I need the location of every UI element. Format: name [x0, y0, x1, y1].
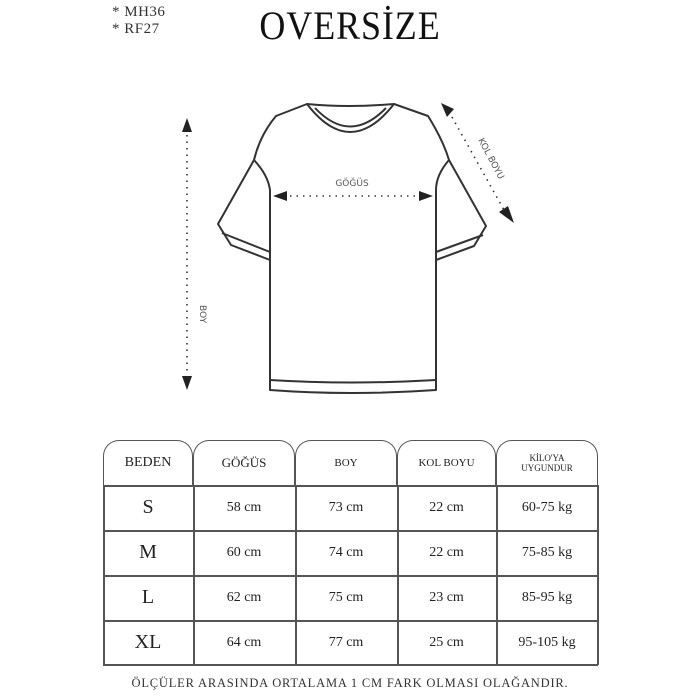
cell-length: 73 cm: [328, 499, 364, 515]
cell-sleeve: 22 cm: [429, 499, 464, 515]
cell-size: XL: [134, 631, 162, 653]
cell-weight: 60-75 kg: [521, 499, 573, 515]
footer-note: ÖLÇÜLER ARASINDA ORTALAMA 1 CM FARK OLMA…: [131, 676, 569, 690]
length-label: BOY: [197, 305, 207, 324]
cell-weight: 75-85 kg: [521, 544, 573, 560]
header-sleeve: KOL BOYU: [397, 440, 496, 485]
divider: [597, 485, 599, 665]
divider: [295, 485, 297, 665]
cell-length: 77 cm: [328, 634, 364, 650]
sleeve-arrow: [441, 103, 514, 223]
cell-weight: 85-95 kg: [521, 589, 573, 605]
divider: [397, 485, 399, 665]
cell-chest: 60 cm: [226, 544, 262, 560]
page-title: OVERSİZE: [259, 3, 441, 48]
collar: [306, 103, 395, 133]
cell-length: 75 cm: [328, 589, 364, 605]
tshirt-diagram: GÖĞÜS KOL BOYU BOY: [182, 103, 514, 394]
divider: [103, 485, 598, 487]
length-arrow: [182, 118, 192, 390]
divider: [193, 485, 195, 665]
cell-size: S: [142, 496, 154, 518]
header-weight: KİLO'YA UYGUNDUR: [496, 440, 598, 485]
cell-chest: 58 cm: [226, 499, 262, 515]
product-codes: * MH36 * RF27: [112, 4, 165, 38]
divider: [103, 485, 105, 665]
tshirt-outline: [217, 103, 487, 394]
cell-size: M: [139, 541, 157, 563]
product-code: * RF27: [112, 21, 160, 37]
divider: [103, 575, 598, 577]
product-code: * MH36: [112, 4, 166, 20]
cell-sleeve: 22 cm: [429, 544, 464, 560]
sleeve-label: KOL BOYU: [475, 137, 505, 181]
chest-arrow: [273, 191, 433, 201]
cell-weight: 95-105 kg: [518, 634, 576, 650]
divider: [103, 530, 598, 532]
cell-sleeve: 25 cm: [429, 634, 464, 650]
cell-chest: 64 cm: [226, 634, 262, 650]
divider: [103, 620, 598, 622]
cell-size: L: [141, 586, 155, 608]
chest-label: GÖĞÜS: [335, 177, 369, 189]
header-length: BOY: [295, 440, 397, 485]
cell-chest: 62 cm: [226, 589, 262, 605]
header-chest: GÖĞÜS: [193, 440, 295, 485]
header-size: BEDEN: [103, 440, 193, 485]
cell-sleeve: 23 cm: [429, 589, 464, 605]
divider: [496, 485, 498, 665]
divider: [103, 664, 598, 666]
cell-length: 74 cm: [328, 544, 364, 560]
